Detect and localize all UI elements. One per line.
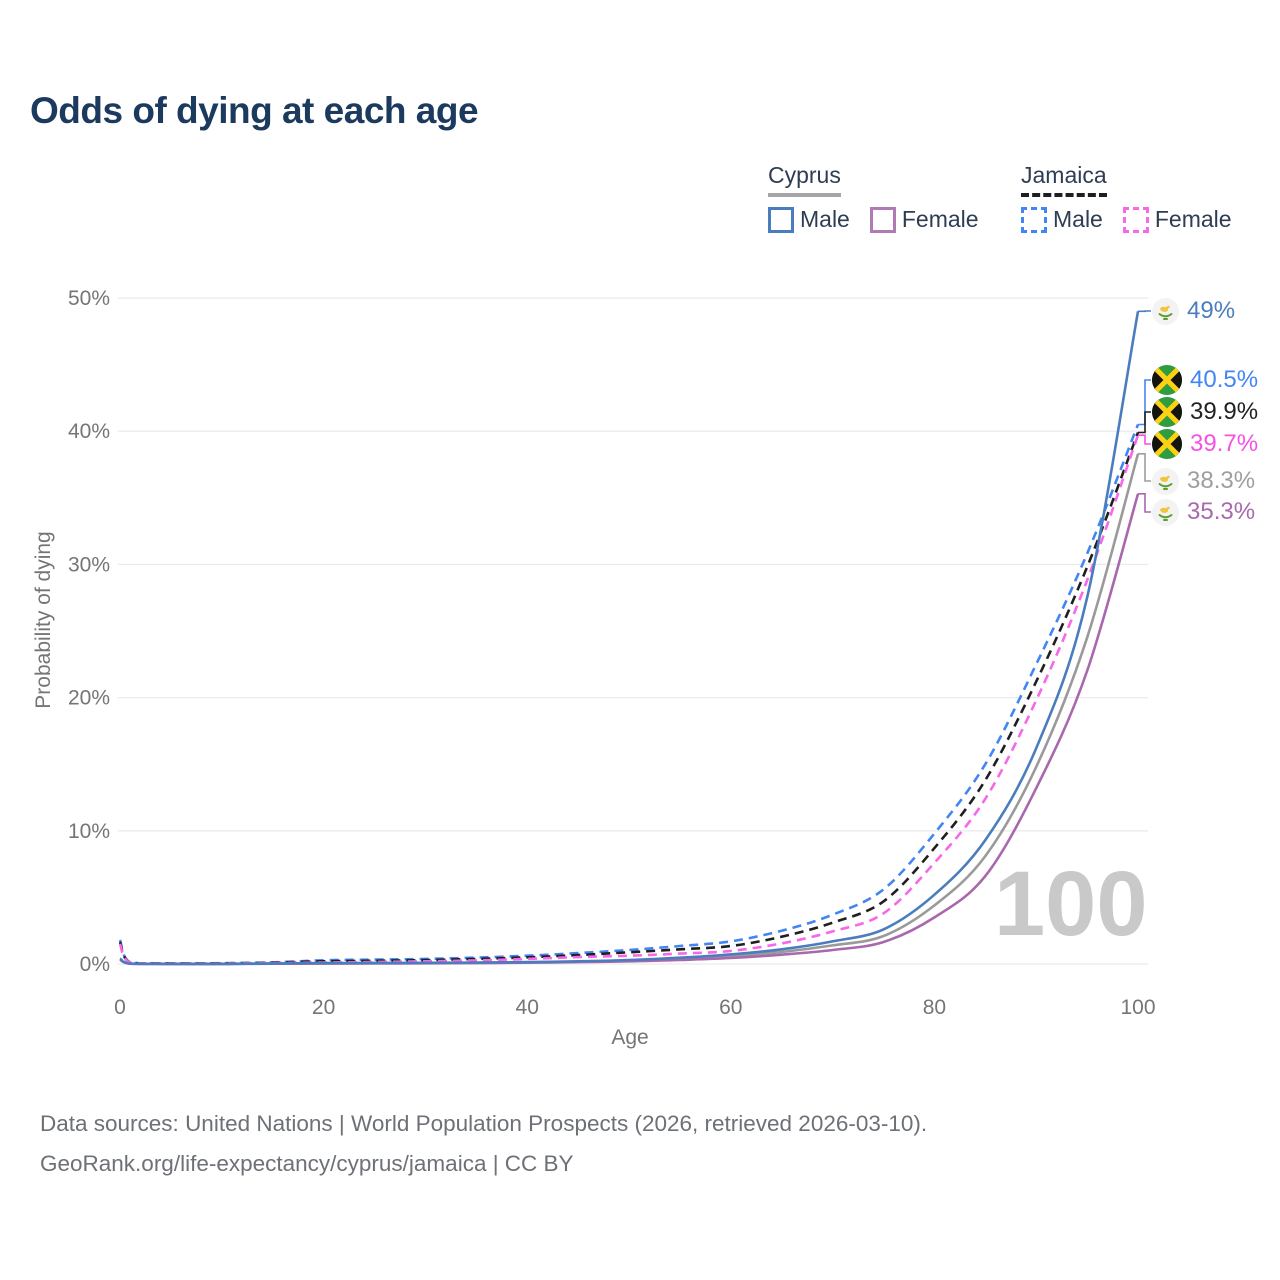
series-line-jamaica-male <box>118 424 1140 965</box>
jamaica-male-swatch-icon <box>1021 206 1047 233</box>
x-tick-label: 80 <box>923 996 946 1019</box>
end-label-jamaica-both: 39.9% <box>1152 396 1258 428</box>
end-label-value: 35.3% <box>1187 498 1256 525</box>
legend-group-jamaica: Jamaica Male Female <box>1021 162 1232 233</box>
legend-header-jamaica: Jamaica <box>1021 162 1107 197</box>
x-tick-label: 60 <box>719 996 742 1019</box>
legend-item-label: Female <box>1154 206 1232 232</box>
y-tick-label: 10% <box>68 820 110 843</box>
legend-item-jamaica-female[interactable]: Female <box>1122 206 1232 233</box>
end-label-cyprus-male: 49% <box>1152 295 1235 327</box>
legend-item-label: Male <box>800 206 850 232</box>
age-watermark: 100 <box>994 853 1148 955</box>
series-line-cyprus-male <box>119 311 1140 966</box>
cyprus-flag-icon <box>1152 467 1179 495</box>
end-label-connector <box>1138 379 1151 426</box>
legend-item-cyprus-male[interactable]: Male <box>768 206 850 233</box>
end-label-value: 38.3% <box>1187 467 1256 494</box>
end-label-connector <box>1138 411 1151 434</box>
jamaica-flag-icon <box>1152 365 1182 395</box>
jamaica-female-swatch-icon <box>1122 206 1149 233</box>
y-tick-label: 50% <box>68 287 110 310</box>
legend-group-cyprus: Cyprus Male Female <box>768 162 979 233</box>
y-tick-label: 40% <box>68 420 110 443</box>
cyprus-female-swatch-icon <box>869 206 896 233</box>
x-tick-label: 20 <box>312 996 335 1019</box>
legend-items-jamaica: Male Female <box>1021 206 1232 233</box>
x-tick-label: 0 <box>114 996 126 1019</box>
series-line-cyprus-both-sexes <box>119 453 1140 966</box>
end-label-cyprus-both: 38.3% <box>1152 465 1255 497</box>
x-tick-label: 100 <box>1120 996 1155 1019</box>
legend-item-label: Female <box>901 206 979 232</box>
end-label-connector <box>1138 434 1151 445</box>
legend-item-jamaica-male[interactable]: Male <box>1021 206 1103 233</box>
end-label-value: 39.7% <box>1190 430 1259 457</box>
legend-item-label: Male <box>1053 206 1103 232</box>
legend-header-cyprus: Cyprus <box>768 162 841 197</box>
legend-item-cyprus-female[interactable]: Female <box>869 206 979 233</box>
end-label-connector <box>1138 493 1151 513</box>
legend-items-cyprus: Male Female <box>768 206 979 233</box>
cyprus-male-swatch-icon <box>768 206 794 233</box>
cyprus-flag-icon <box>1152 498 1179 526</box>
end-label-jamaica-male: 40.5% <box>1152 364 1258 396</box>
y-tick-label: 20% <box>68 687 110 710</box>
footer-line-1: Data sources: United Nations | World Pop… <box>40 1111 928 1136</box>
end-label-connector <box>1138 453 1151 482</box>
data-source-footer: Data sources: United Nations | World Pop… <box>40 1104 927 1184</box>
end-label-value: 39.9% <box>1190 398 1259 425</box>
end-label-jamaica-female: 39.7% <box>1152 428 1258 460</box>
footer-line-2: GeoRank.org/life-expectancy/cyprus/jamai… <box>40 1151 574 1176</box>
y-tick-label: 30% <box>68 553 110 576</box>
end-label-value: 40.5% <box>1190 366 1259 393</box>
end-label-value: 49% <box>1187 297 1236 324</box>
series-line-jamaica-female <box>118 434 1140 965</box>
end-label-cyprus-female: 35.3% <box>1152 496 1255 528</box>
jamaica-flag-icon <box>1152 397 1182 427</box>
cyprus-flag-icon <box>1152 297 1179 325</box>
y-tick-label: 0% <box>80 953 110 976</box>
page-title: Odds of dying at each age <box>30 90 479 131</box>
x-axis-title: Age <box>611 1026 649 1049</box>
x-tick-label: 40 <box>516 996 539 1019</box>
y-axis-title: Probability of dying <box>32 531 55 709</box>
jamaica-flag-icon <box>1152 429 1182 459</box>
